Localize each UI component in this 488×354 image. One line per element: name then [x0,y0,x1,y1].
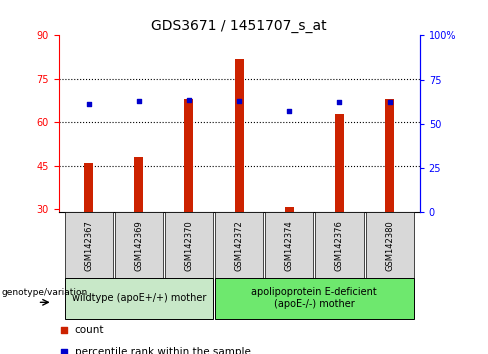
Text: GSM142369: GSM142369 [134,220,143,270]
Bar [84,163,93,212]
Bar [366,212,414,278]
Point [235,98,243,104]
Bar [315,212,364,278]
Point [336,99,344,105]
Text: count: count [75,325,104,335]
Text: GSM142380: GSM142380 [385,220,394,270]
Text: wildtype (apoE+/+) mother: wildtype (apoE+/+) mother [72,293,206,303]
Bar [215,278,414,319]
Text: GSM142376: GSM142376 [335,220,344,270]
Bar [64,212,113,278]
Text: GSM142370: GSM142370 [184,220,193,270]
Point [285,108,293,113]
Point [185,97,193,103]
Bar [134,157,143,212]
Bar [235,59,244,212]
Bar [335,114,344,212]
Point [60,349,68,354]
Point [60,327,68,333]
Point [386,99,393,105]
Bar [64,278,213,319]
Bar [184,99,193,212]
Point [135,98,142,104]
Text: GSM142374: GSM142374 [285,220,294,270]
Bar [215,212,263,278]
Bar [385,99,394,212]
Text: GSM142367: GSM142367 [84,220,93,270]
Text: GSM142372: GSM142372 [235,220,244,270]
Point [85,102,93,107]
Text: genotype/variation: genotype/variation [1,288,87,297]
Bar [285,207,294,212]
Bar [265,212,313,278]
Text: percentile rank within the sample: percentile rank within the sample [75,347,251,354]
Title: GDS3671 / 1451707_s_at: GDS3671 / 1451707_s_at [151,19,327,33]
Text: apolipoprotein E-deficient
(apoE-/-) mother: apolipoprotein E-deficient (apoE-/-) mot… [251,287,377,309]
Bar [115,212,163,278]
Bar [165,212,213,278]
